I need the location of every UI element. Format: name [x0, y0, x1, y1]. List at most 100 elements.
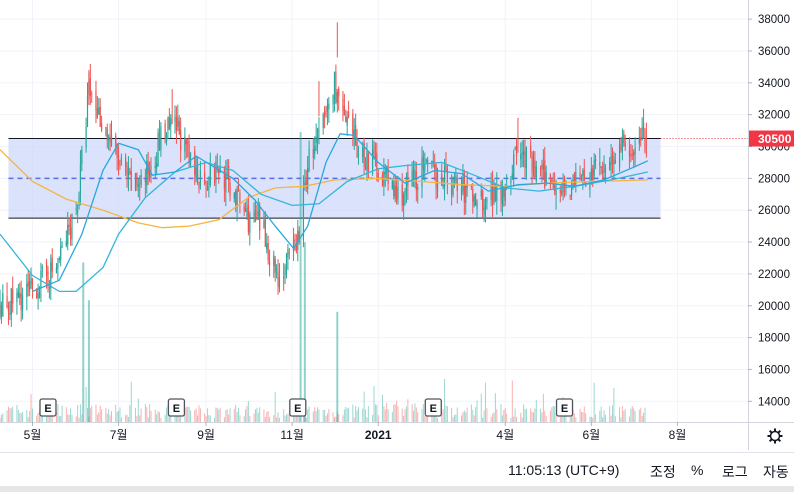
candle-body	[125, 157, 127, 167]
candle-body	[364, 166, 367, 169]
earnings-marker[interactable]: E	[424, 398, 442, 417]
candle-body	[10, 288, 12, 316]
volume-bar	[405, 406, 407, 422]
candle	[302, 175, 305, 248]
volume-bar	[160, 417, 162, 422]
earnings-marker[interactable]: E	[289, 398, 307, 417]
earnings-marker-label: E	[294, 403, 301, 415]
candle-body	[525, 147, 528, 168]
y-tick-label: 20000	[758, 301, 790, 313]
volume-bar	[599, 410, 601, 422]
candle	[570, 179, 573, 200]
candle-body	[501, 184, 504, 205]
time-readout[interactable]: 11:05:13 (UTC+9)	[508, 462, 620, 478]
volume-bar	[204, 413, 206, 422]
candle	[397, 175, 399, 205]
volume-bar	[39, 410, 41, 422]
volume-bar	[9, 408, 11, 422]
volume-bar	[356, 410, 358, 422]
volume-bar	[31, 408, 33, 422]
volume-spike	[303, 242, 306, 422]
earnings-marker[interactable]: E	[555, 398, 574, 417]
volume-bar	[333, 417, 335, 422]
candle-body	[40, 270, 42, 289]
volume-bar	[463, 410, 465, 422]
candle-body	[71, 214, 73, 240]
volume-bar	[99, 405, 101, 422]
candle	[127, 156, 130, 192]
candle-body	[602, 170, 604, 174]
candle-body	[520, 154, 522, 160]
candle	[501, 179, 504, 217]
earnings-marker[interactable]: E	[39, 398, 57, 417]
candle	[10, 287, 12, 327]
candle-body	[284, 267, 286, 276]
candle-body	[95, 90, 97, 111]
candle	[314, 136, 316, 160]
candle	[95, 80, 97, 124]
candle-body	[318, 130, 320, 132]
candle	[387, 159, 389, 191]
volume-bar	[628, 416, 630, 422]
volume-bar	[254, 409, 256, 422]
candle-body	[575, 172, 577, 185]
candle-body	[332, 95, 334, 105]
volume-bar	[552, 405, 554, 422]
candle-body	[244, 208, 247, 212]
volume-bar	[243, 416, 245, 422]
volume-bar	[421, 409, 423, 422]
candle-body	[403, 194, 405, 207]
candle-body	[483, 207, 485, 215]
volume-bar	[425, 413, 427, 422]
candle	[371, 139, 374, 176]
auto-toggle[interactable]: 자동	[763, 464, 789, 480]
candle-body	[551, 180, 553, 184]
candle	[542, 149, 544, 181]
volume-bar	[397, 406, 399, 422]
candle-body	[579, 172, 581, 181]
adjust-toggle[interactable]: 조정	[650, 464, 676, 480]
candle	[324, 106, 326, 129]
candle-body	[213, 165, 216, 181]
candle-body	[475, 193, 477, 206]
candle-body	[136, 172, 138, 186]
volume-bar	[57, 404, 59, 422]
candle-body	[55, 267, 58, 273]
volume-bar	[365, 409, 367, 422]
candle-body	[68, 224, 70, 227]
volume-bar	[396, 400, 398, 422]
candle-body	[304, 182, 306, 185]
candle-body	[185, 139, 187, 145]
candle-body	[620, 148, 622, 150]
candle	[246, 199, 248, 220]
volume-bar	[483, 410, 485, 422]
candle	[229, 178, 231, 202]
volume-bar	[288, 414, 290, 422]
candle-body	[170, 118, 172, 127]
earnings-marker[interactable]: E	[167, 398, 186, 417]
candle	[575, 162, 577, 193]
chart-canvas[interactable]: E E E E E38000360003400032000300002800026000…	[0, 0, 794, 452]
candle-body	[91, 93, 93, 95]
gear-icon[interactable]	[767, 428, 783, 444]
candle	[563, 175, 566, 198]
candle-body	[116, 144, 118, 158]
candle	[273, 250, 275, 278]
log-toggle[interactable]: 로그	[722, 464, 748, 480]
candle	[503, 187, 505, 207]
volume-bar	[473, 415, 475, 422]
volume-bar	[442, 409, 444, 422]
volume-bar	[91, 405, 93, 422]
volume-bar	[472, 410, 474, 422]
candle-body	[404, 190, 406, 194]
candle	[346, 111, 348, 136]
candle-body	[552, 182, 554, 189]
gear-ring	[769, 430, 781, 442]
candle-body	[187, 141, 189, 144]
volume-bar	[595, 414, 597, 422]
y-tick-label: 14000	[758, 396, 790, 408]
percent-toggle[interactable]: %	[691, 462, 704, 478]
volume-bar	[246, 405, 248, 422]
candle	[253, 202, 255, 223]
